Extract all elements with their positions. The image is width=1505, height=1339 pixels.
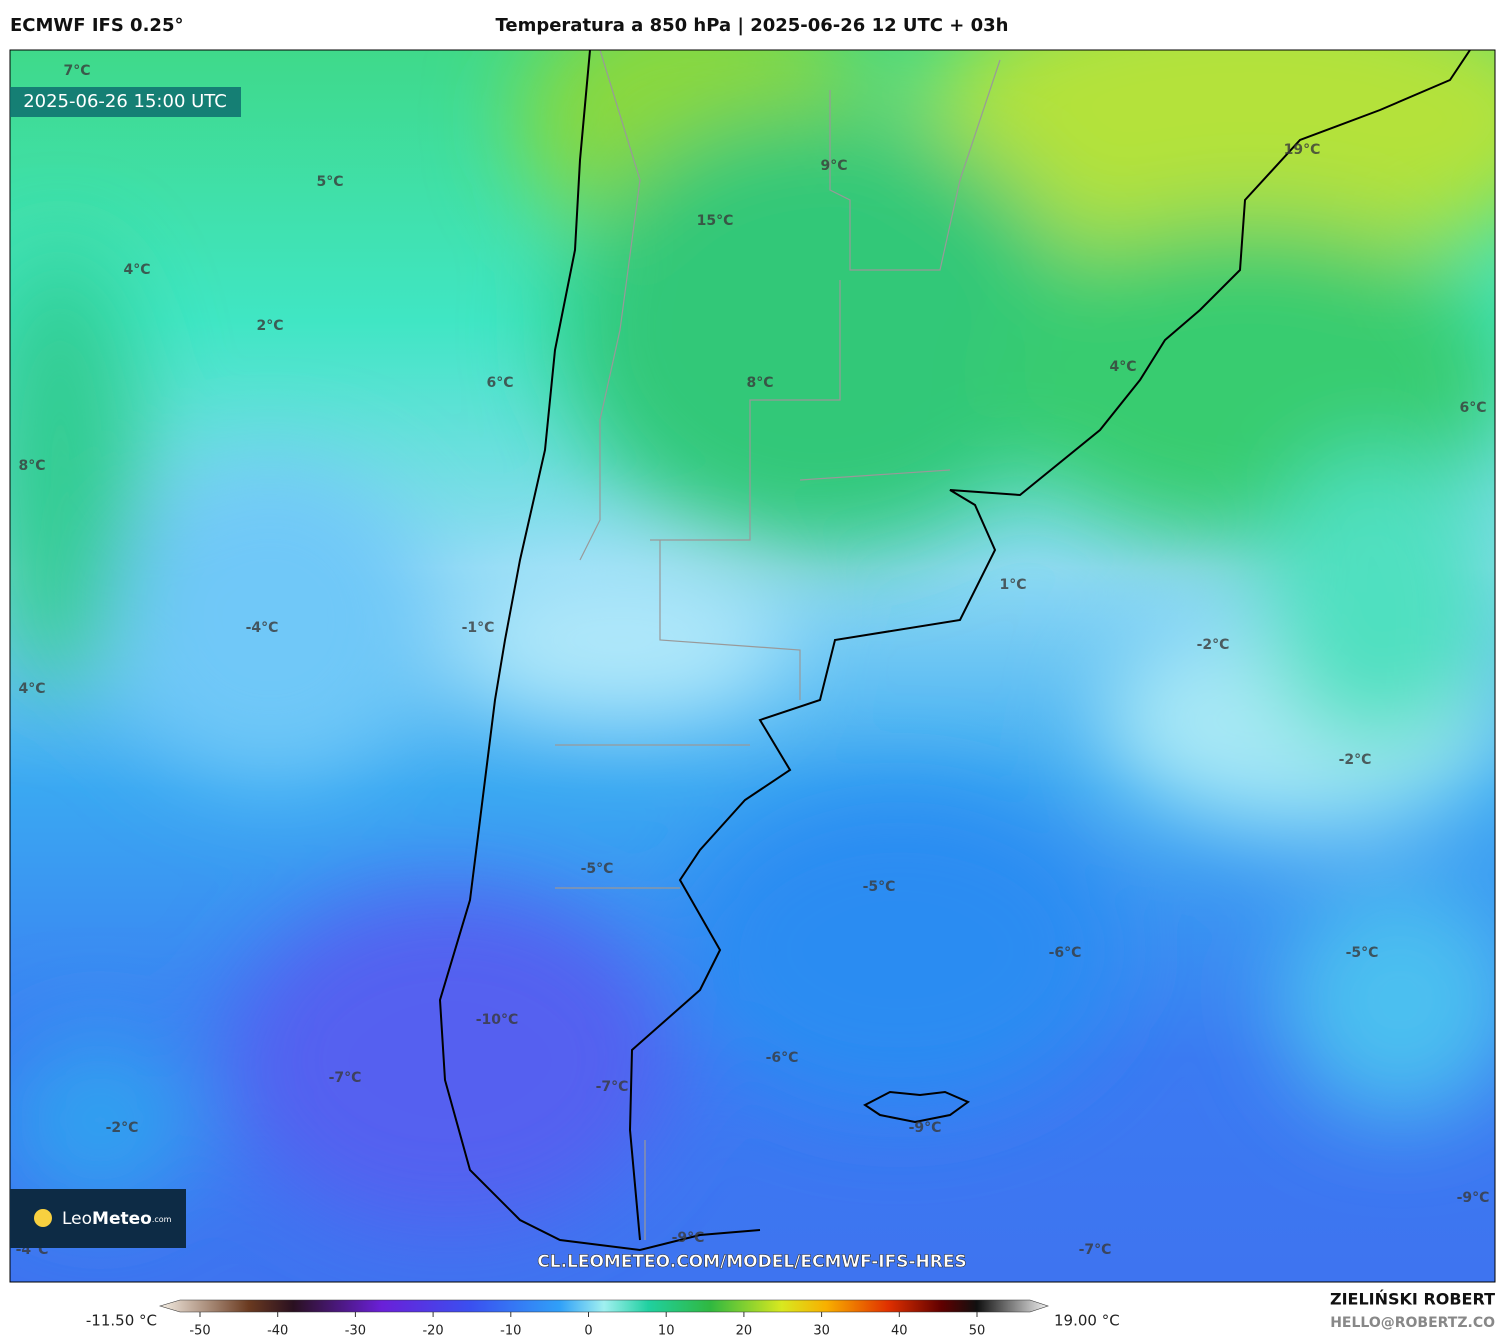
temperature-label: 5°C	[316, 174, 343, 190]
colorbar-tick-label: -40	[267, 1324, 288, 1339]
colorbar-tick-label: 30	[813, 1324, 830, 1339]
temperature-label: -2°C	[106, 1120, 139, 1136]
temperature-label: 4°C	[18, 681, 45, 697]
temperature-label: -6°C	[766, 1050, 799, 1066]
temperature-label: 15°C	[697, 213, 734, 229]
temperature-label: 9°C	[820, 158, 847, 174]
colorbar-tick-label: 10	[658, 1324, 675, 1339]
temperature-label: 1°C	[999, 577, 1026, 593]
watermark: CL.LEOMETEO.COM/MODEL/ECMWF-IFS-HRES	[537, 1252, 966, 1272]
temperature-label: -1°C	[462, 620, 495, 636]
logo: LeoMeteo.com	[10, 1189, 186, 1248]
colorbar-min: -11.50 °C	[86, 1312, 157, 1330]
author: ZIELIŃSKI ROBERT	[1330, 1290, 1495, 1309]
map-frame	[9, 49, 1496, 1283]
temperature-label: -2°C	[1197, 637, 1230, 653]
colorbar-max: 19.00 °C	[1054, 1312, 1120, 1330]
temperature-labels: 7°C 5°C 4°C 2°C 6°C 8°C 15°C 9°C 19°C 4°C 6°C 8°C 1°…	[16, 63, 1490, 1258]
temperature-label: 8°C	[746, 375, 773, 391]
contact: HELLO@ROBERTZ.CO	[1330, 1315, 1495, 1331]
colorbar-tick-label: 20	[736, 1324, 753, 1339]
temperature-field	[10, 50, 1495, 1230]
logo-suffix: .com	[152, 1215, 172, 1224]
temperature-label: -9°C	[909, 1120, 942, 1136]
colorbar-tick-label: 50	[969, 1324, 986, 1339]
coastline	[438, 50, 1471, 1252]
temperature-label: 2°C	[256, 318, 283, 334]
logo-sun	[34, 1209, 52, 1227]
map: 7°C 5°C 4°C 2°C 6°C 8°C 15°C 9°C 19°C 4°C 6°C 8°C 1°…	[10, 50, 1495, 1282]
logo-bold: Meteo	[92, 1209, 152, 1229]
borders	[555, 50, 1001, 1240]
temperature-label: -6°C	[1049, 945, 1082, 961]
temperature-label: 6°C	[1459, 400, 1486, 416]
colorbar-tick-label: 40	[891, 1324, 908, 1339]
valid-time: 2025-06-26 15:00 UTC	[23, 91, 227, 112]
temperature-label: -9°C	[1457, 1190, 1490, 1206]
temperature-label: 7°C	[63, 63, 90, 79]
temperature-label: 19°C	[1284, 142, 1321, 158]
temperature-label: -4°C	[246, 620, 279, 636]
logo-light: Leo	[62, 1209, 92, 1229]
colorbar-ticks: -50 -40 -30 -20 -10 0 10 20 30 40 50	[189, 1312, 985, 1339]
temperature-label: 8°C	[18, 458, 45, 474]
temperature-label: -7°C	[596, 1079, 629, 1095]
temperature-label: -5°C	[1346, 945, 1379, 961]
temperature-label: -10°C	[476, 1012, 519, 1028]
temperature-label: 4°C	[123, 262, 150, 278]
colorbar	[158, 1299, 1049, 1313]
colorbar-tick-label: -20	[422, 1324, 443, 1339]
temperature-label: -2°C	[1339, 752, 1372, 768]
logo-text: LeoMeteo.com	[62, 1209, 172, 1229]
temperature-label: 4°C	[1109, 359, 1136, 375]
temperature-label: -7°C	[1079, 1242, 1112, 1258]
temperature-label: -5°C	[581, 861, 614, 877]
chart-title: Temperatura a 850 hPa | 2025-06-26 12 UT…	[495, 15, 1008, 36]
time-badge	[10, 87, 241, 117]
colorbar-tick-label: -50	[189, 1324, 210, 1339]
colorbar-tick-label: -30	[345, 1324, 366, 1339]
temperature-label: -7°C	[329, 1070, 362, 1086]
temperature-label: 6°C	[486, 375, 513, 391]
model-name: ECMWF IFS 0.25°	[10, 15, 183, 36]
falklands	[863, 1090, 971, 1124]
colorbar-tick-label: -10	[500, 1324, 521, 1339]
colorbar-tick-label: 0	[584, 1324, 592, 1339]
temperature-label: -5°C	[863, 879, 896, 895]
temperature-label: -9°C	[672, 1230, 705, 1246]
